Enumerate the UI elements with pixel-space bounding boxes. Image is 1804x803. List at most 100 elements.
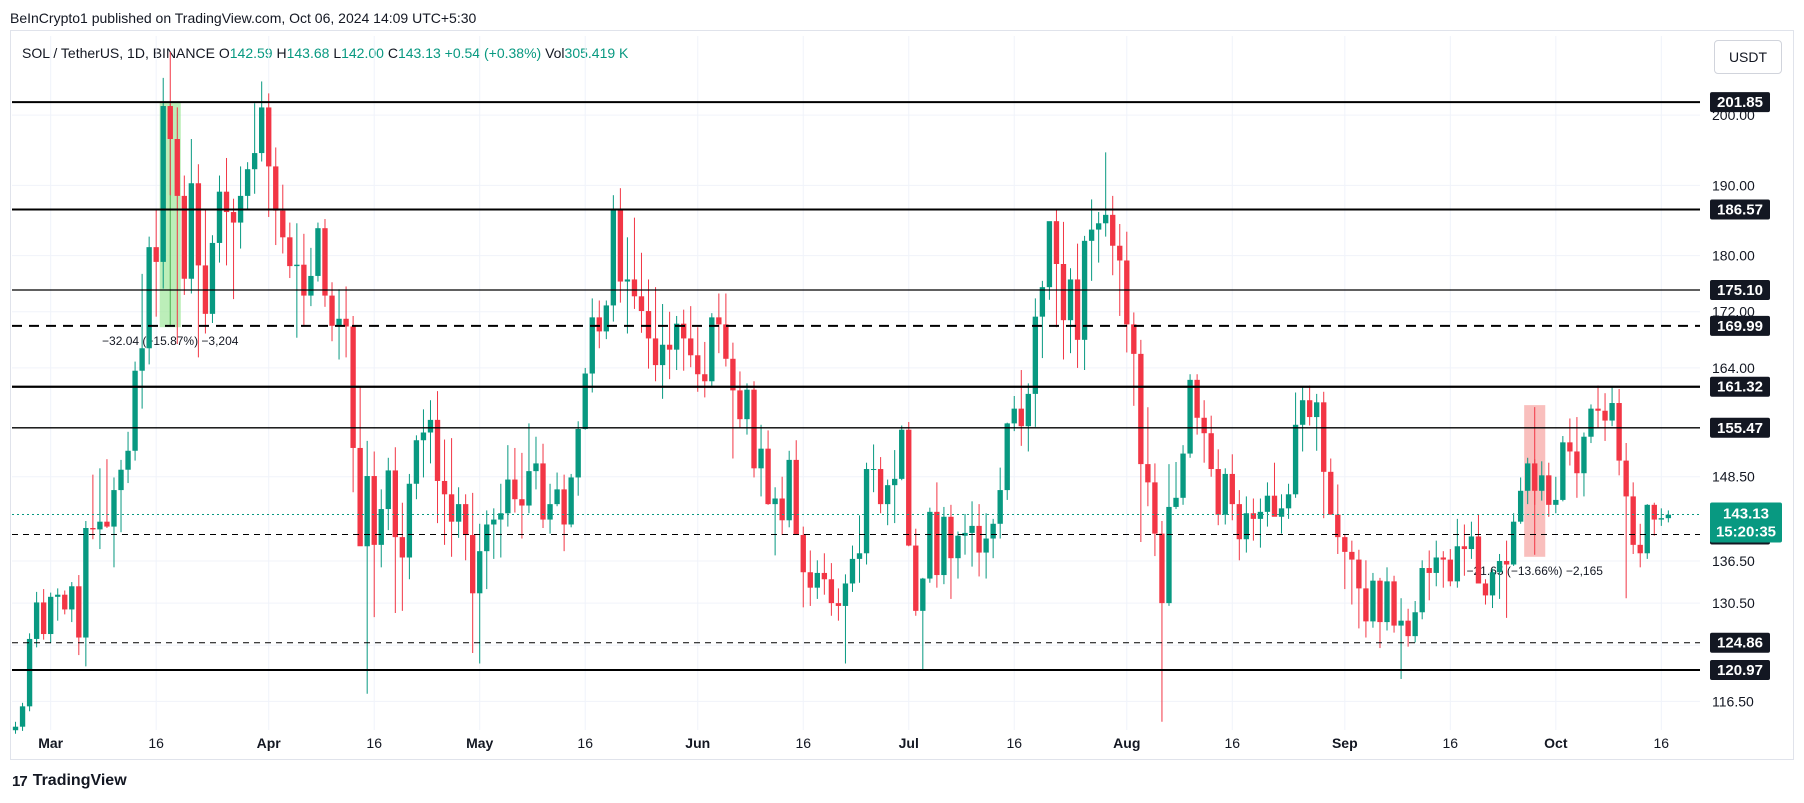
candle-body — [385, 470, 391, 510]
x-tick-label: Oct — [1544, 735, 1568, 751]
symbol-info-bar[interactable]: SOL / TetherUS, 1D, BINANCE O142.59 H143… — [22, 45, 628, 61]
candle-body — [33, 602, 40, 639]
level-price-tag — [1710, 417, 1770, 438]
candle-body — [97, 521, 103, 530]
candle-body — [948, 516, 954, 559]
low-value: 142.00 — [341, 45, 384, 61]
tradingview-logo[interactable]: 17 TradingView — [12, 772, 127, 790]
candle-body — [1412, 612, 1418, 637]
candle-body — [751, 389, 757, 469]
candle-body — [308, 275, 314, 296]
candle-body — [343, 318, 349, 327]
candle-body — [40, 602, 47, 635]
candle-body — [491, 519, 497, 525]
candle-body — [364, 476, 370, 547]
candle-body — [786, 459, 792, 521]
candle-body — [547, 504, 553, 520]
candle-body — [167, 106, 173, 140]
candle-body — [1391, 581, 1397, 626]
candle-body — [617, 209, 624, 282]
candle-body — [1187, 379, 1193, 454]
candle-body — [582, 373, 588, 429]
candle-body — [997, 490, 1003, 524]
candle-body — [941, 516, 947, 576]
candle-body — [870, 469, 877, 471]
range-measure-label: −21.65 (−13.66%) −2,165 — [1466, 564, 1603, 578]
candle-body — [1595, 408, 1601, 411]
candle-body — [209, 242, 216, 314]
candle-body — [1194, 379, 1200, 418]
candle-body — [104, 521, 110, 527]
y-tick-label: 148.50 — [1712, 469, 1755, 485]
candle-body — [533, 463, 539, 472]
level-price-tag-text: 169.99 — [1717, 318, 1763, 335]
candle-body — [1257, 511, 1264, 519]
level-price-tag-text: 124.86 — [1717, 635, 1763, 652]
candle-body — [1602, 410, 1608, 421]
candle-body — [371, 476, 377, 545]
candle-body — [223, 191, 230, 213]
candle-body — [624, 279, 631, 282]
candle-body — [1278, 508, 1285, 517]
x-tick-label: 16 — [577, 735, 593, 751]
tradingview-logo-text: TradingView — [32, 772, 127, 789]
currency-button[interactable]: USDT — [1714, 40, 1782, 74]
level-price-tag — [1710, 376, 1770, 397]
candle-body — [1131, 324, 1137, 354]
candle-body — [139, 348, 145, 371]
candle-body — [1489, 572, 1496, 596]
candle-body — [1046, 221, 1053, 288]
candle-body — [301, 264, 307, 296]
candle-body — [427, 419, 434, 433]
candle-body — [976, 525, 982, 553]
x-tick-label: 16 — [795, 735, 811, 751]
candle-body — [596, 317, 602, 332]
candle-body — [1419, 568, 1425, 613]
candle-body — [132, 370, 138, 451]
candle-body — [1328, 471, 1334, 515]
candle-body — [1496, 561, 1503, 573]
candle-body — [927, 511, 933, 579]
open-label: O — [218, 45, 230, 61]
candle-body — [1095, 223, 1102, 230]
x-tick-label: Aug — [1113, 735, 1140, 751]
candle-body — [83, 528, 89, 638]
candle-body — [955, 535, 961, 559]
candle-body — [561, 489, 567, 525]
candle-body — [195, 183, 202, 266]
candle-body — [877, 469, 884, 505]
symbol-name[interactable]: SOL / TetherUS, 1D, BINANCE — [22, 45, 215, 61]
candle-body — [1546, 475, 1552, 505]
candle-body — [1623, 460, 1629, 497]
candle-body — [1018, 408, 1024, 427]
candle-body — [1166, 506, 1172, 604]
level-price-tag-text: 120.97 — [1717, 662, 1763, 679]
candle-body — [111, 490, 117, 527]
x-tick-label: Sep — [1332, 735, 1358, 751]
close-value: 143.13 — [397, 45, 441, 61]
candle-body — [280, 210, 286, 238]
candle-body — [1384, 581, 1390, 623]
candle-body — [455, 504, 462, 522]
countdown-tag-text: 15:20:35 — [1716, 523, 1776, 540]
volume-value: 305.419 K — [564, 45, 629, 61]
candle-body — [1525, 463, 1531, 491]
candle-body — [1110, 214, 1116, 246]
candle-body — [779, 498, 785, 521]
candle-body — [863, 469, 870, 554]
level-price-tag-text: 155.47 — [1717, 420, 1763, 437]
candle-body — [723, 324, 729, 359]
candle-body — [990, 523, 996, 539]
candle-body — [448, 494, 455, 522]
candle-body — [1124, 260, 1130, 325]
candle-body — [216, 191, 223, 243]
y-tick-label: 172.00 — [1712, 304, 1755, 320]
candle-body — [1145, 464, 1151, 483]
candle-body — [758, 448, 764, 469]
candle-body — [1011, 408, 1017, 424]
candle-body — [631, 279, 638, 297]
y-tick-label: 190.00 — [1712, 177, 1755, 193]
candle-body — [357, 447, 363, 547]
candle-body — [146, 247, 152, 349]
